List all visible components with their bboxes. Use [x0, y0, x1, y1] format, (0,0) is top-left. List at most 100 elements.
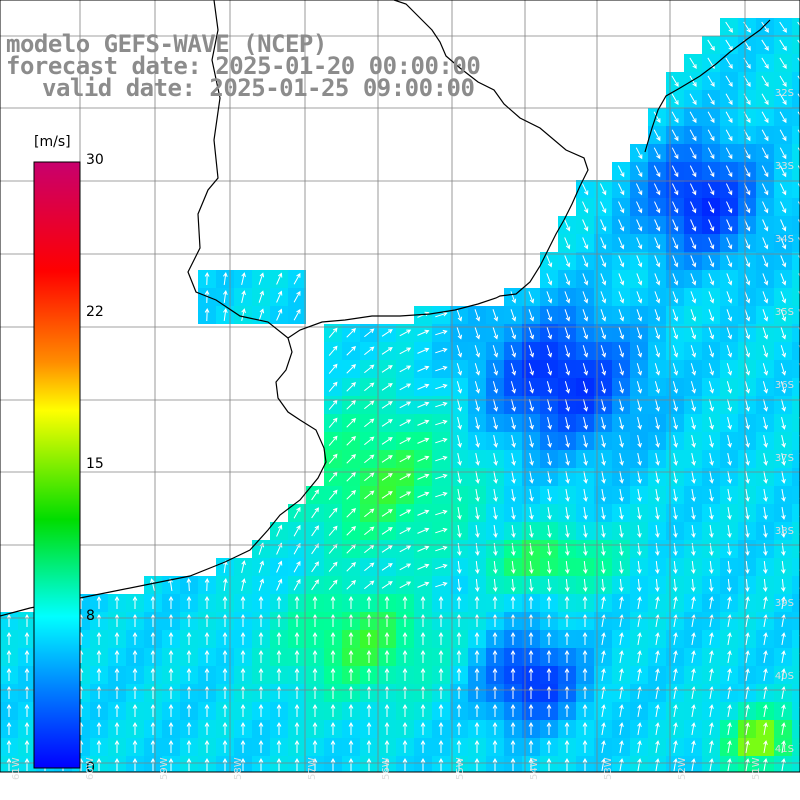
wind-arrow [779, 111, 787, 124]
wind-arrow [672, 201, 679, 214]
wind-arrow [618, 399, 624, 412]
wind-arrow [564, 560, 570, 574]
wind-arrow [346, 400, 357, 410]
longitude-label: 55W [455, 757, 466, 780]
wind-arrow [24, 739, 30, 753]
wind-arrow [745, 668, 750, 681]
wind-speed-cell [792, 666, 800, 684]
wind-speed-cell [792, 594, 800, 612]
longitude-label: 60W [85, 757, 96, 780]
longitude-label: 52W [677, 757, 688, 780]
wind-arrow [258, 667, 264, 681]
wind-arrow [399, 563, 412, 571]
wind-arrow [619, 722, 624, 735]
wind-arrow [168, 595, 174, 609]
wind-speed-cell [792, 36, 800, 54]
wind-arrow [637, 596, 642, 609]
wind-arrow [619, 453, 624, 466]
wind-arrow [168, 667, 174, 681]
wind-arrow [132, 757, 138, 771]
wind-arrow [223, 308, 228, 322]
wind-arrow [600, 309, 607, 322]
wind-arrow [709, 435, 714, 448]
wind-arrow [546, 703, 552, 717]
wind-arrow [258, 757, 264, 771]
wind-arrow [417, 419, 430, 426]
wind-arrow [672, 255, 679, 268]
wind-arrow [763, 632, 768, 645]
wind-arrow [258, 290, 265, 303]
wind-arrow [727, 506, 732, 520]
wind-arrow [691, 524, 696, 538]
wind-arrow [690, 237, 697, 250]
wind-arrow [763, 758, 768, 771]
wind-arrow [435, 455, 448, 462]
wind-arrow [276, 739, 282, 753]
wind-arrow [510, 327, 517, 340]
colorbar-tick: 8 [86, 608, 95, 624]
wind-arrow [654, 201, 661, 214]
wind-arrow [240, 613, 246, 627]
wind-arrow [510, 757, 516, 771]
wind-arrow [492, 685, 498, 699]
wind-arrow [399, 527, 412, 535]
wind-arrow [475, 417, 480, 430]
wind-arrow [364, 580, 375, 590]
wind-arrow [707, 93, 715, 106]
wind-arrow [761, 75, 769, 88]
wind-arrow [420, 739, 426, 753]
wind-arrow [346, 328, 357, 338]
wind-speed-cell [792, 522, 800, 540]
wind-arrow [132, 739, 138, 753]
wind-arrow [510, 595, 516, 609]
wind-arrow [707, 39, 715, 51]
wind-arrow [346, 490, 357, 500]
wind-arrow [637, 722, 642, 735]
wind-arrow [402, 757, 408, 771]
wind-arrow [564, 631, 570, 645]
wind-arrow [653, 165, 661, 178]
wind-arrow [546, 560, 552, 574]
wind-arrow [708, 291, 715, 304]
wind-arrow [565, 506, 570, 520]
wind-arrow [691, 435, 696, 448]
wind-arrow [726, 273, 733, 286]
wind-arrow [780, 219, 787, 232]
wind-arrow [600, 399, 606, 412]
wind-arrow [258, 613, 264, 627]
wind-arrow [276, 721, 282, 735]
latitude-label: 34S [774, 234, 794, 245]
wind-arrow [636, 255, 643, 268]
wind-speed-cell [792, 648, 800, 666]
wind-arrow [417, 473, 430, 480]
wind-arrow [417, 401, 430, 408]
wind-arrow [168, 721, 174, 735]
wind-arrow [493, 506, 498, 520]
wind-arrow [744, 237, 751, 250]
wind-arrow [492, 595, 498, 609]
colorbar-unit: [m/s] [34, 134, 71, 150]
valid-date: valid date: 2025-01-25 09:00:00 [42, 74, 475, 102]
wind-arrow [583, 471, 588, 484]
wind-arrow [258, 739, 264, 753]
wind-arrow [745, 740, 750, 753]
wind-arrow [420, 703, 426, 717]
wind-arrow [364, 346, 375, 356]
latitude-label: 39S [774, 598, 794, 609]
wind-arrow [744, 309, 751, 322]
wind-arrow [96, 667, 102, 681]
wind-arrow [456, 363, 463, 376]
wind-arrow [690, 363, 697, 376]
wind-arrow [132, 703, 138, 717]
wind-arrow [420, 595, 426, 609]
wind-arrow [312, 595, 318, 609]
wind-arrow [637, 417, 642, 430]
wind-arrow [364, 400, 375, 410]
wind-arrow [150, 721, 156, 735]
wind-arrow [673, 632, 678, 645]
wind-arrow [726, 291, 733, 304]
wind-arrow [601, 471, 606, 484]
wind-arrow [673, 758, 678, 771]
wind-arrow [637, 471, 642, 484]
wind-arrow [762, 381, 769, 394]
